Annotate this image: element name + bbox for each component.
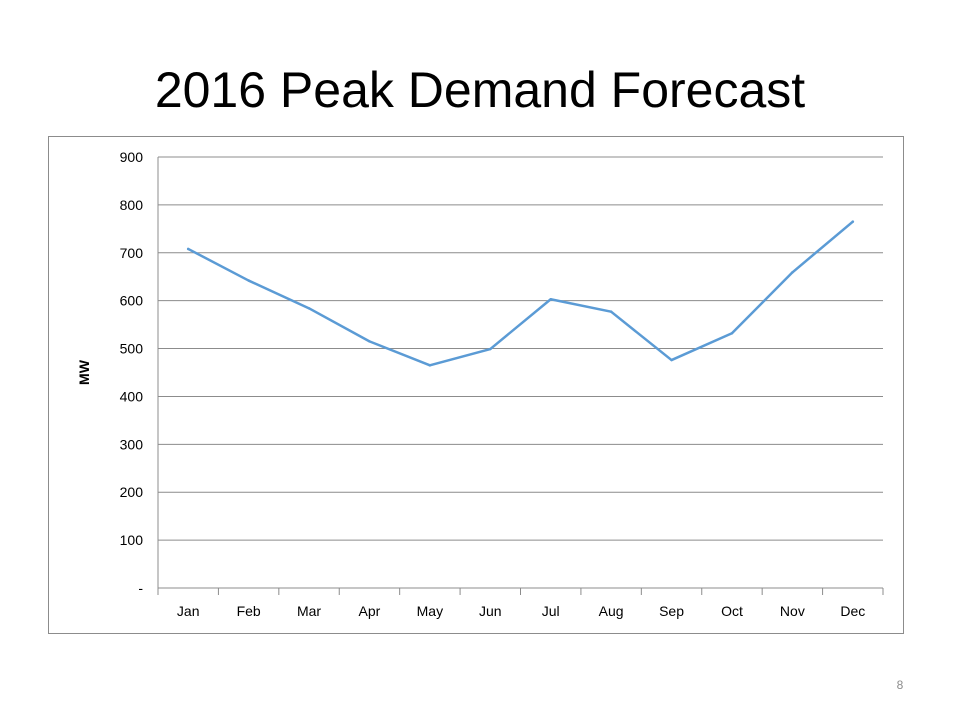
- line-chart: - 100 200 300 400 500 600 700 800 900 Jan Feb Mar Apr…: [76, 149, 884, 619]
- x-tick-label: Jun: [479, 603, 502, 619]
- axes: [157, 157, 884, 595]
- gridlines: [158, 156, 883, 541]
- data-point: [186, 247, 190, 251]
- x-tick-label: Feb: [237, 603, 261, 619]
- x-tick-label: Dec: [840, 603, 865, 619]
- x-tick-label: May: [417, 603, 443, 619]
- y-tick-label: 300: [120, 436, 144, 452]
- series-layer: [186, 220, 855, 367]
- data-point: [670, 358, 673, 362]
- x-tick-label: Jan: [177, 603, 200, 619]
- page-number: 8: [896, 678, 904, 692]
- data-point: [489, 347, 492, 351]
- y-tick-label: 800: [120, 197, 144, 213]
- data-point: [791, 271, 794, 274]
- chart-frame: - 100 200 300 400 500 600 700 800 900 Jan Feb Mar Apr…: [48, 136, 904, 634]
- series-line: [186, 220, 855, 367]
- data-point: [368, 340, 371, 343]
- x-tick-label: Apr: [359, 603, 381, 619]
- x-tick-label: Sep: [659, 603, 684, 619]
- y-tick-label: 200: [120, 484, 144, 500]
- data-point: [851, 220, 855, 223]
- y-tick-label: 100: [120, 532, 144, 548]
- data-point: [730, 331, 734, 335]
- data-point: [549, 297, 552, 301]
- slide-title: 2016 Peak Demand Forecast: [154, 62, 806, 118]
- y-axis-label: MW: [76, 359, 92, 385]
- x-tick-label: Aug: [599, 603, 624, 619]
- y-tick-label: 900: [120, 149, 144, 165]
- y-tick-label: -: [138, 580, 143, 596]
- data-point: [307, 307, 311, 310]
- x-tick-label: Oct: [721, 603, 743, 619]
- y-tick-label: 500: [120, 341, 144, 357]
- tick-labels: - 100 200 300 400 500 600 700 800 900 Jan Feb Mar Apr…: [120, 149, 866, 619]
- data-point: [609, 310, 613, 313]
- y-tick-label: 400: [120, 388, 144, 404]
- data-point: [247, 279, 250, 282]
- data-point: [428, 364, 432, 367]
- x-tick-label: Mar: [297, 603, 321, 619]
- x-tick-label: Jul: [542, 603, 560, 619]
- y-tick-label: 700: [120, 245, 144, 261]
- x-tick-label: Nov: [780, 603, 805, 619]
- y-tick-label: 600: [120, 293, 144, 309]
